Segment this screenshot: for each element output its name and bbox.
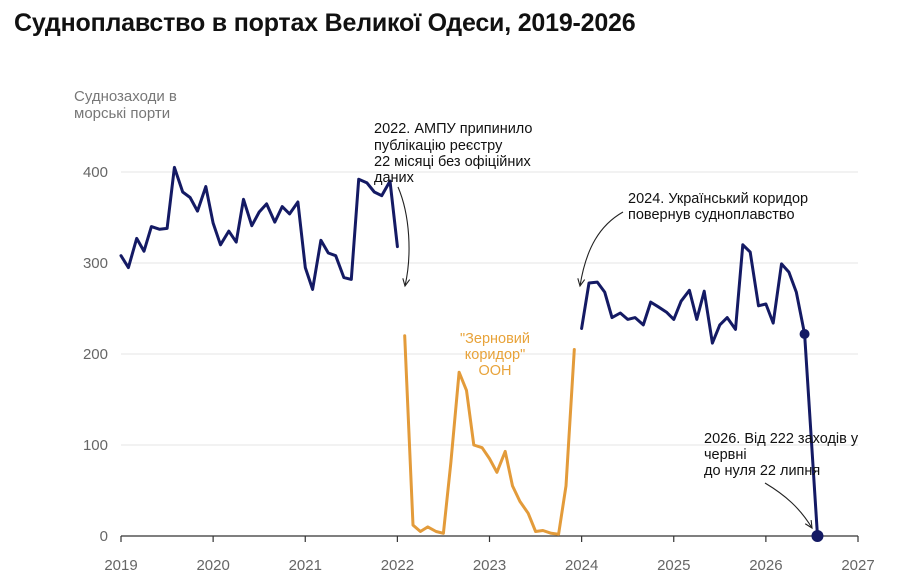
y-tick-label-0: 0 [100, 528, 108, 545]
x-tick-label-2024: 2024 [565, 557, 598, 574]
series-lines [119, 165, 819, 538]
gridlines [121, 171, 858, 446]
data-point-marker-0 [799, 328, 810, 339]
arrow-2022-head [402, 278, 411, 288]
y-tick-label-300: 300 [83, 255, 108, 272]
y-axis-label-line-1: Суднозаходи в [74, 88, 177, 105]
y-tick-labels: 0 100 200 300 400 [83, 164, 108, 545]
annotation-grain-corridor-line-1: "Зерновий [460, 331, 530, 347]
x-tick-label-2025: 2025 [657, 557, 690, 574]
annotation-grain-corridor-line-3: ООН [478, 363, 511, 379]
annotation-2024-line-2: повернув судноплавство [628, 207, 795, 223]
annotation-2026-line-1: 2026. Від 222 заходів у [704, 431, 859, 447]
arrow-2024 [579, 211, 624, 287]
annotation-grain-corridor-line-2: коридор" [465, 347, 525, 363]
annotation-2026-line-2: червні [704, 447, 747, 463]
point-markers [799, 328, 824, 542]
annotation-2024-line-1: 2024. Український коридор [628, 191, 808, 207]
annotation-2022-line-1: 2022. АМПУ припинило [374, 121, 533, 137]
data-point-marker-1 [811, 530, 824, 542]
x-tick-label-2026: 2026 [749, 557, 782, 574]
arrow-2022 [397, 186, 410, 287]
series-line-1 [403, 334, 576, 536]
annotation-2026-line-3: до нуля 22 липня [704, 463, 820, 479]
y-tick-label-200: 200 [83, 346, 108, 363]
y-tick-label-400: 400 [83, 164, 108, 181]
x-axis: 2019 2020 2021 2022 2023 2024 2025 2026 2027 [104, 535, 875, 574]
arrow-2026 [764, 482, 813, 529]
y-axis-label-line-2: морські порти [74, 105, 170, 122]
series-line-2 [580, 243, 819, 538]
arrow-2026-head [804, 519, 813, 530]
x-tick-label-2020: 2020 [196, 557, 229, 574]
annotation-2022-line-3: 22 місяці без офіційних [374, 154, 532, 170]
chart-title: Судноплавство в портах Великої Одеси, 20… [14, 9, 636, 37]
x-tick-label-2019: 2019 [104, 557, 137, 574]
x-tick-label-2023: 2023 [473, 557, 506, 574]
x-tick-label-2021: 2021 [289, 557, 322, 574]
y-tick-label-100: 100 [83, 437, 108, 454]
annotation-2022-line-2: публікацію реєстру [374, 138, 503, 154]
annotation-arrows [397, 186, 813, 530]
x-tick-label-2022: 2022 [381, 557, 414, 574]
annotation-2022-line-4: даних [374, 170, 415, 186]
arrow-2024-head [577, 278, 586, 288]
series-line-0 [119, 165, 399, 291]
x-tick-label-2027: 2027 [841, 557, 874, 574]
